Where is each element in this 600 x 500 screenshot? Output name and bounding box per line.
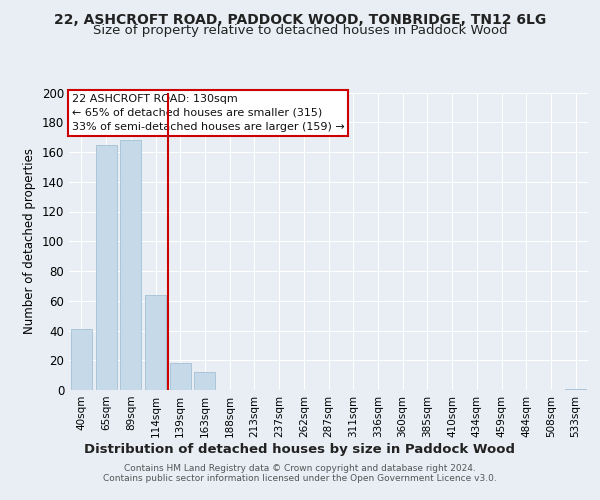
Bar bbox=[170, 363, 191, 390]
Text: Contains public sector information licensed under the Open Government Licence v3: Contains public sector information licen… bbox=[103, 474, 497, 483]
Text: Contains HM Land Registry data © Crown copyright and database right 2024.: Contains HM Land Registry data © Crown c… bbox=[124, 464, 476, 473]
Y-axis label: Number of detached properties: Number of detached properties bbox=[23, 148, 36, 334]
Bar bbox=[71, 329, 92, 390]
Bar bbox=[194, 372, 215, 390]
Bar bbox=[565, 388, 586, 390]
Bar bbox=[95, 144, 116, 390]
Bar bbox=[120, 140, 141, 390]
Text: 22 ASHCROFT ROAD: 130sqm
← 65% of detached houses are smaller (315)
33% of semi-: 22 ASHCROFT ROAD: 130sqm ← 65% of detach… bbox=[71, 94, 344, 132]
Bar bbox=[145, 295, 166, 390]
Text: Distribution of detached houses by size in Paddock Wood: Distribution of detached houses by size … bbox=[85, 442, 515, 456]
Text: Size of property relative to detached houses in Paddock Wood: Size of property relative to detached ho… bbox=[92, 24, 508, 37]
Text: 22, ASHCROFT ROAD, PADDOCK WOOD, TONBRIDGE, TN12 6LG: 22, ASHCROFT ROAD, PADDOCK WOOD, TONBRID… bbox=[54, 12, 546, 26]
